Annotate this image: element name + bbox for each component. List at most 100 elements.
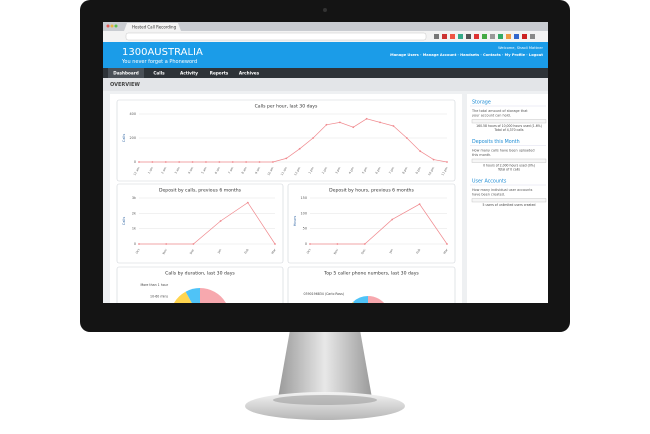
y-axis-label: Hours — [293, 216, 297, 227]
slice-label: 0-5 mins — [230, 331, 244, 335]
data-point — [419, 150, 422, 153]
x-tick-label: Feb — [243, 248, 249, 255]
data-point — [285, 157, 288, 160]
data-point — [274, 243, 276, 245]
x-tick-label: 4 pm — [348, 166, 355, 175]
data-point — [418, 203, 421, 206]
x-tick-label: 2 am — [160, 166, 167, 175]
x-tick-label: 10 am — [266, 166, 274, 176]
active-tab — [108, 68, 144, 78]
sidebar-title: Deposits this Month — [472, 139, 520, 145]
x-tick-label: 1 am — [147, 166, 154, 175]
x-tick-label: Oct — [306, 247, 312, 254]
nav-tab[interactable]: Archives — [239, 70, 260, 75]
x-tick-label: 3 am — [174, 166, 181, 175]
x-tick-label: 12 pm — [293, 166, 301, 176]
x-tick-label: Nov — [333, 248, 340, 255]
y-tick-label: 0 — [134, 160, 136, 164]
usage-total: Total of 0 calls — [497, 168, 520, 172]
usage-text: 0 hours of 2,000 hours used (0%) — [483, 164, 535, 168]
data-point — [352, 126, 355, 129]
site-header — [103, 42, 548, 68]
data-point — [178, 161, 181, 163]
data-point — [164, 161, 167, 163]
monitor-stand — [245, 330, 405, 420]
x-tick-label: 8 am — [241, 166, 248, 175]
data-point — [363, 243, 366, 245]
data-point — [365, 117, 368, 120]
pie-slice — [174, 291, 192, 303]
chart-card — [287, 183, 456, 264]
series-line — [139, 202, 276, 245]
x-tick-label: 6 pm — [374, 166, 381, 175]
address-bar[interactable] — [125, 32, 427, 41]
usage-bar — [471, 119, 547, 124]
tab-title: Hosted Call Recording — [132, 25, 177, 30]
data-point — [231, 161, 234, 163]
data-point — [325, 123, 328, 126]
nav-bar — [103, 68, 548, 78]
x-tick-label: Dec — [189, 248, 196, 255]
tab-strip — [103, 22, 548, 31]
pie-slice — [200, 288, 226, 303]
x-tick-label: Dec — [360, 248, 367, 255]
sidebar-title: Storage — [472, 100, 491, 106]
chart-title: Deposit by hours, previous 6 months — [329, 188, 414, 194]
nav-tab[interactable]: Activity — [180, 70, 198, 75]
nav-tab[interactable]: Dashboard — [113, 70, 139, 75]
pie-slice — [185, 288, 200, 303]
sidebar-description: How many calls have been uploaded this mo… — [472, 149, 535, 158]
chart-title: Deposit by calls, previous 6 months — [159, 188, 242, 194]
browser-tab[interactable] — [124, 23, 181, 31]
data-point — [258, 161, 261, 163]
data-point — [165, 243, 168, 245]
data-point — [392, 125, 395, 127]
data-point — [391, 218, 394, 221]
x-tick-label: 9 pm — [415, 166, 422, 175]
brand[interactable]: 1300AUSTRALIA — [122, 47, 203, 58]
x-tick-label: 5 am — [200, 166, 207, 175]
slice-label: More than 1 hour — [140, 283, 168, 287]
data-point — [338, 121, 341, 124]
tagline: You never forget a Phoneword — [121, 59, 197, 65]
x-tick-label: Jan — [388, 248, 394, 255]
data-point — [246, 201, 249, 204]
data-point — [446, 243, 448, 245]
data-point — [245, 161, 248, 163]
x-tick-label: 3 pm — [334, 166, 341, 175]
header-links[interactable]: Manage Users · Manage Account · Handsets… — [390, 53, 543, 57]
usage-total: Total of 4,370 calls — [494, 128, 524, 132]
data-point — [138, 243, 140, 245]
nav-tab[interactable]: Calls — [153, 70, 165, 75]
screen: Hosted Call Recording 1300AUSTRALIA You … — [103, 22, 548, 335]
x-tick-label: 11 am — [280, 166, 288, 176]
data-point — [138, 161, 140, 163]
pie-slice — [368, 296, 385, 303]
y-tick-label: 2k — [132, 211, 136, 215]
data-point — [272, 161, 274, 163]
data-point — [192, 243, 195, 245]
x-tick-label: 4 am — [187, 166, 194, 175]
data-point — [219, 220, 222, 222]
data-point — [336, 243, 339, 245]
y-tick-label: 400 — [130, 112, 136, 116]
pie-slice — [351, 301, 354, 303]
data-point — [379, 121, 381, 124]
x-tick-label: Feb — [415, 248, 421, 255]
chart-title: Calls by duration, last 30 days — [165, 271, 235, 277]
sidebar-description: How many individual user accounts have be… — [472, 188, 533, 197]
x-tick-label: 1 pm — [308, 166, 315, 175]
chart-card — [287, 266, 456, 303]
section-bar — [103, 78, 548, 91]
sidebar-title: User Accounts — [472, 179, 507, 185]
slice-label: 10-60 mins — [150, 294, 168, 298]
x-tick-label: 2 pm — [321, 166, 328, 175]
x-tick-label: 9 am — [254, 166, 261, 175]
toolbar-icons — [434, 34, 535, 39]
y-tick-label: 0 — [305, 242, 307, 246]
nav-tab[interactable]: Reports — [210, 70, 229, 75]
chart-title: Top 5 caller phone numbers, last 30 days — [323, 271, 419, 277]
welcome: Welcome, Shaoli Mattner — [498, 46, 543, 50]
pie-slice — [352, 296, 368, 303]
